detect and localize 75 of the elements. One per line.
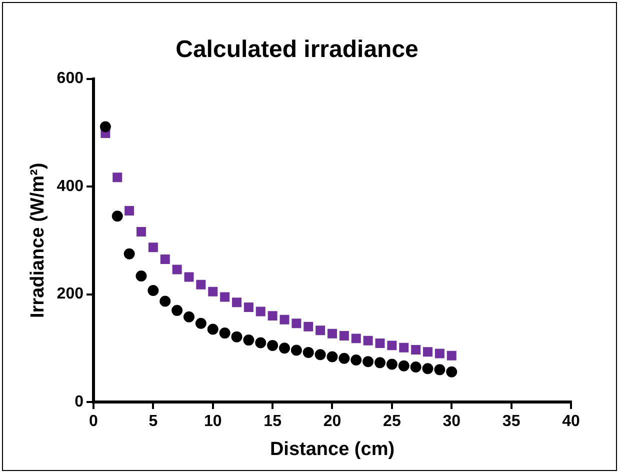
point <box>219 328 230 339</box>
x-tick-label: 20 <box>323 413 342 430</box>
point <box>112 172 122 182</box>
point <box>399 342 409 352</box>
point <box>172 304 183 316</box>
point <box>220 292 230 302</box>
point <box>256 306 266 316</box>
point <box>195 318 206 329</box>
point <box>160 254 170 264</box>
chart-title: Calculated irradiance <box>176 36 418 64</box>
point <box>434 364 446 376</box>
point <box>292 318 302 328</box>
point <box>243 334 254 346</box>
x-tick-label: 40 <box>562 413 580 430</box>
point <box>208 286 218 296</box>
x-tick-label: 10 <box>204 413 222 430</box>
x-tick-label: 5 <box>148 413 158 430</box>
point <box>232 298 242 308</box>
x-tick-label: 15 <box>264 413 282 430</box>
y-tick-label: 200 <box>56 286 84 303</box>
point <box>100 121 111 132</box>
point <box>207 324 218 335</box>
point <box>326 351 338 362</box>
point <box>410 361 422 372</box>
point <box>268 311 278 321</box>
point <box>423 347 432 357</box>
point <box>196 280 206 290</box>
point <box>148 242 158 252</box>
point <box>316 326 326 336</box>
point <box>328 328 337 338</box>
point <box>304 322 314 332</box>
point <box>350 354 362 366</box>
point <box>124 206 134 216</box>
point <box>422 363 434 374</box>
point <box>184 272 194 282</box>
point <box>183 311 194 322</box>
point <box>387 340 397 350</box>
point <box>112 210 123 222</box>
point <box>124 248 135 260</box>
y-tick-label: 600 <box>56 70 84 88</box>
point <box>446 350 456 360</box>
point <box>244 302 254 312</box>
point <box>398 360 410 372</box>
y-axis-title: Irradiance (W/m²) <box>28 162 49 318</box>
point <box>136 270 147 282</box>
point <box>375 338 385 348</box>
point <box>148 284 159 296</box>
x-tick-label: 25 <box>383 413 401 430</box>
point <box>374 357 386 368</box>
point <box>290 344 302 356</box>
point <box>255 337 266 348</box>
x-tick-label: 35 <box>502 413 520 430</box>
point <box>362 356 374 368</box>
point <box>363 336 373 346</box>
point <box>351 334 361 344</box>
x-tick-label: 0 <box>89 413 98 430</box>
point <box>302 346 314 358</box>
x-tick-label: 30 <box>442 413 461 430</box>
point <box>278 342 290 354</box>
y-tick-label: 0 <box>74 393 84 410</box>
point <box>267 340 278 351</box>
point <box>411 345 421 354</box>
point <box>231 331 242 342</box>
x-axis-title: Distance (cm) <box>270 438 395 460</box>
point <box>160 296 171 307</box>
point <box>386 358 398 370</box>
point <box>314 349 326 360</box>
point <box>280 314 290 324</box>
point <box>136 227 146 237</box>
point <box>446 366 458 378</box>
point <box>338 352 350 364</box>
point <box>339 331 349 340</box>
point <box>172 264 182 274</box>
y-tick-label: 400 <box>56 178 84 195</box>
point <box>434 348 444 358</box>
